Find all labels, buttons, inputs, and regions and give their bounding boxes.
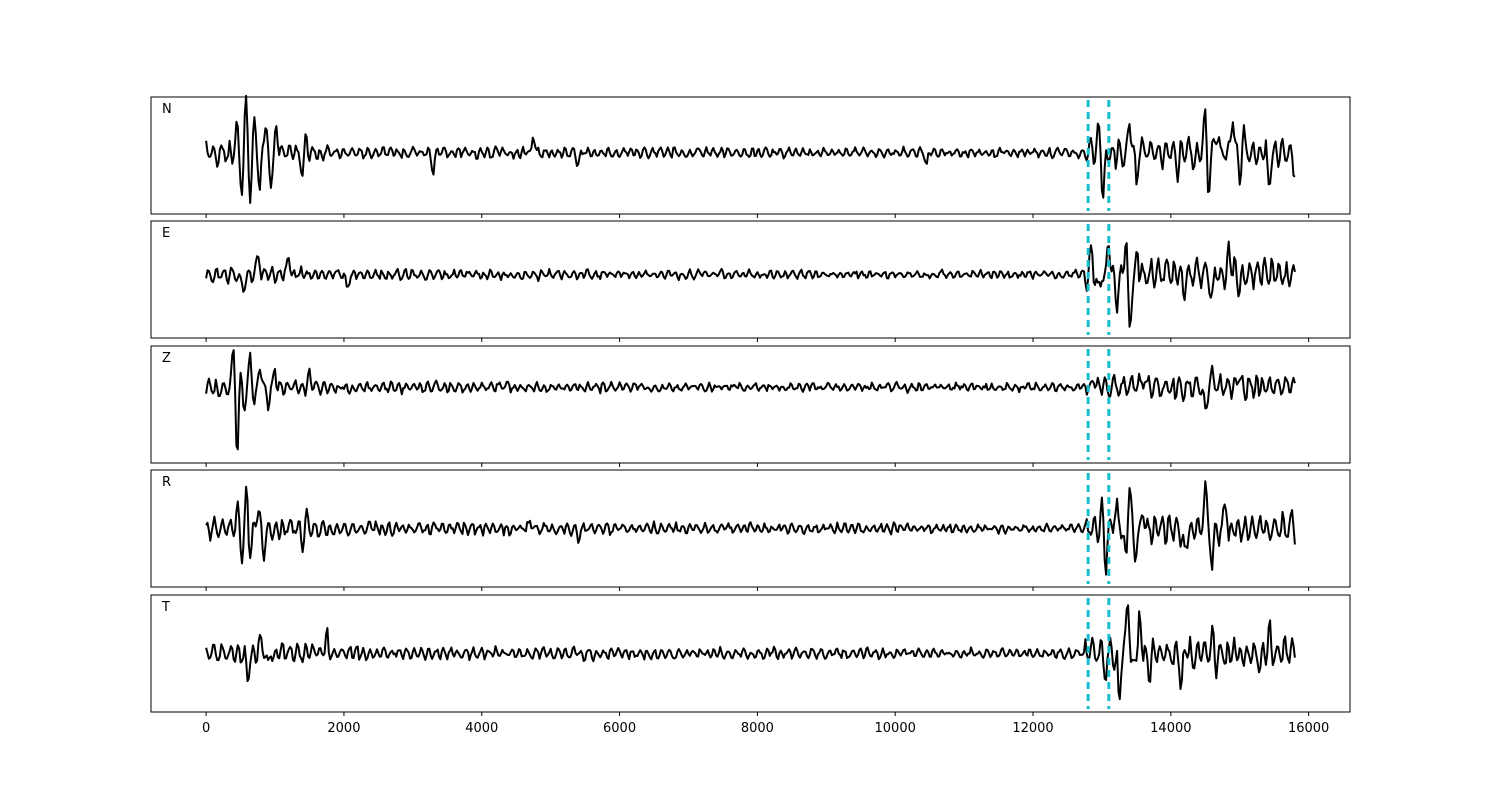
x-tick-label: 16000 — [1288, 721, 1329, 736]
panel-frame — [150, 594, 1351, 713]
trace-line-e — [205, 240, 1296, 328]
panel-label-t: T — [161, 600, 170, 615]
trace-line-z — [205, 349, 1296, 451]
panel-label-n: N — [162, 102, 172, 117]
trace-line-r — [205, 480, 1296, 576]
panel-n: N — [150, 94, 1351, 218]
trace-line-t — [205, 604, 1296, 701]
panel-z: Z — [150, 345, 1351, 467]
panel-label-e: E — [162, 226, 170, 241]
panel-r: R — [150, 469, 1351, 591]
x-tick-label: 12000 — [1012, 721, 1053, 736]
x-tick-label: 4000 — [465, 721, 498, 736]
x-tick-label: 10000 — [875, 721, 916, 736]
x-tick-label: 0 — [202, 721, 210, 736]
x-tick-label: 14000 — [1150, 721, 1191, 736]
panel-label-r: R — [162, 475, 171, 490]
panel-frame — [150, 345, 1351, 464]
panel-frame — [150, 220, 1351, 339]
x-tick-label: 8000 — [741, 721, 774, 736]
panel-frame — [150, 469, 1351, 588]
x-tick-label: 6000 — [603, 721, 636, 736]
x-tick-label: 2000 — [327, 721, 360, 736]
trace-line-n — [205, 94, 1296, 204]
panel-t: T 0 2000 4000 6000 8000 10000 12000 14000 16000 — [150, 594, 1351, 736]
panel-label-z: Z — [162, 351, 171, 366]
panel-e: E — [150, 220, 1351, 342]
panel-frame — [150, 96, 1351, 215]
